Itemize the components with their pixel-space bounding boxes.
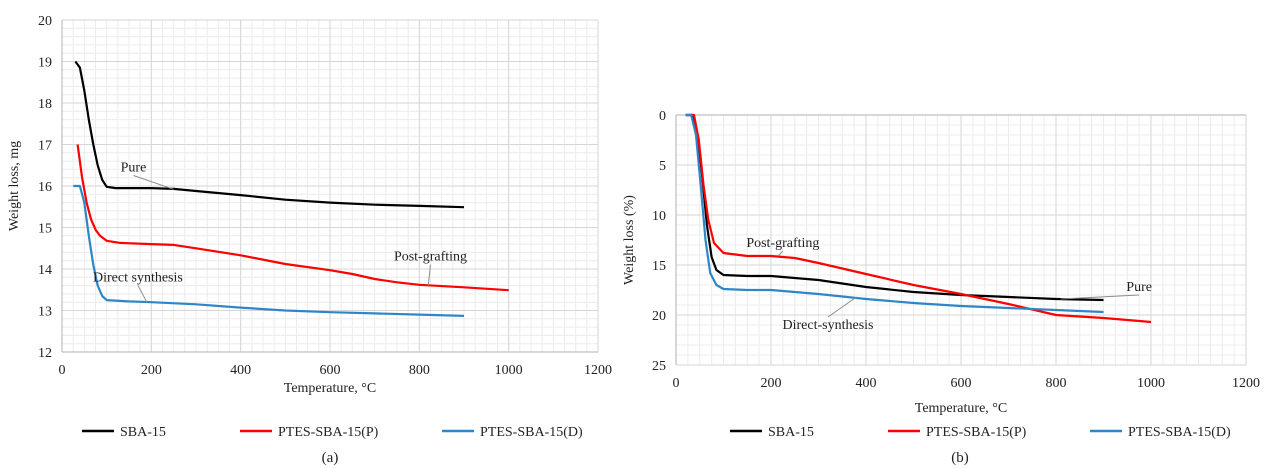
- y-tick-label: 10: [652, 209, 666, 224]
- series-line-ptes-sba-15-d: [73, 184, 465, 317]
- annotation-leader: [137, 285, 148, 303]
- annotation-leader: [827, 296, 857, 318]
- x-tick-label: 0: [673, 376, 680, 391]
- annotation-label: Pure: [121, 160, 147, 175]
- y-tick-label: 14: [38, 263, 52, 278]
- y-tick-label: 20: [38, 14, 52, 29]
- legend-entry: SBA-15: [768, 425, 814, 440]
- y-tick-label: 13: [38, 305, 52, 320]
- annotation-label: Pure: [1126, 280, 1152, 295]
- series-line-ptes-sba-15-p: [685, 113, 1152, 324]
- y-tick-label: 18: [38, 97, 52, 112]
- series-line-ptes-sba-15-p: [76, 144, 509, 292]
- y-tick-label: 0: [659, 109, 666, 124]
- legend-entry: PTES-SBA-15(P): [278, 425, 379, 440]
- y-tick-label: 15: [38, 222, 52, 237]
- x-axis-title: Temperature, °C: [284, 381, 376, 396]
- annotation-leader: [1060, 294, 1140, 300]
- x-tick-label: 600: [951, 376, 972, 391]
- y-tick-label: 25: [652, 359, 666, 374]
- series-line-sba-15: [685, 113, 1104, 302]
- panel-label: (b): [951, 450, 969, 466]
- y-tick-label: 19: [38, 56, 52, 71]
- x-tick-label: 200: [761, 376, 782, 391]
- y-tick-label: 17: [38, 139, 52, 154]
- chart-panel-a: 0 200 400 600 800 1000 1200 12 13 14 15 16 17 18 19 20 T…: [7, 14, 612, 466]
- legend-entry: PTES-SBA-15(D): [480, 425, 583, 440]
- x-tick-label: 1000: [495, 363, 523, 378]
- x-tick-label: 200: [141, 363, 162, 378]
- annotation-leader: [777, 250, 784, 257]
- y-tick-label: 12: [38, 346, 52, 361]
- annotation-label: Post-grafting: [746, 236, 819, 251]
- panel-label: (a): [322, 450, 339, 466]
- y-axis-title: Weight loss, mg: [7, 141, 22, 231]
- x-tick-label: 0: [59, 363, 66, 378]
- annotation-label: Direct synthesis: [93, 270, 183, 285]
- x-tick-label: 1200: [584, 363, 612, 378]
- x-tick-label: 1200: [1232, 376, 1260, 391]
- series-line-ptes-sba-15-d: [685, 113, 1104, 314]
- chart-panel-b: 0 200 400 600 800 1000 1200 0 5 10 15 20 25 Temperatu…: [622, 109, 1260, 466]
- x-tick-label: 600: [320, 363, 341, 378]
- x-tick-label: 400: [856, 376, 877, 391]
- legend-entry: PTES-SBA-15(D): [1128, 425, 1231, 440]
- annotation-leader: [133, 175, 174, 190]
- y-tick-label: 16: [38, 180, 52, 195]
- series-line-sba-15: [74, 60, 465, 209]
- annotation-label: Post-grafting: [394, 250, 467, 265]
- y-axis-title: Weight loss (%): [622, 195, 637, 285]
- annotation-leader: [427, 264, 431, 286]
- x-tick-label: 1000: [1137, 376, 1165, 391]
- legend-entry: PTES-SBA-15(P): [926, 425, 1027, 440]
- y-tick-label: 20: [652, 309, 666, 324]
- y-tick-label: 15: [652, 259, 666, 274]
- legend-entry: SBA-15: [120, 425, 166, 440]
- x-tick-label: 400: [230, 363, 251, 378]
- x-tick-label: 800: [409, 363, 430, 378]
- y-tick-label: 5: [659, 159, 666, 174]
- annotation-label: Direct-synthesis: [783, 318, 874, 333]
- x-tick-label: 800: [1046, 376, 1067, 391]
- x-axis-title: Temperature, °C: [915, 401, 1007, 416]
